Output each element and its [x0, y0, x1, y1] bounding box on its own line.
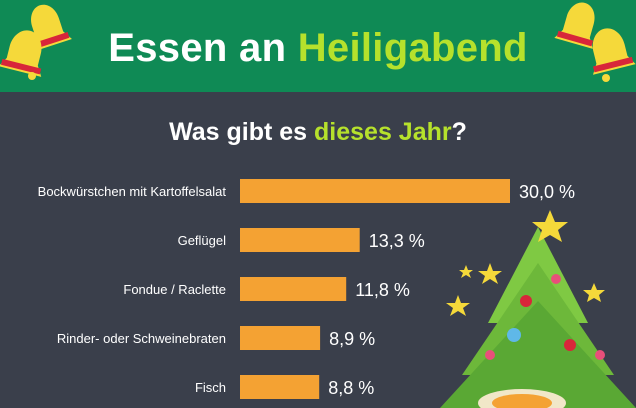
bar — [240, 179, 510, 203]
title-part-2: Heiligabend — [297, 26, 528, 70]
category-label: Rinder- oder Schweinebraten — [57, 331, 226, 346]
title-part-1: Essen an — [108, 26, 287, 70]
bell-icon — [0, 30, 42, 77]
category-label: Bockwürstchen mit Kartoffelsalat — [38, 184, 227, 199]
bar — [240, 375, 320, 399]
ornament-icon — [595, 350, 605, 360]
star-icon — [446, 295, 470, 316]
bell-icon — [554, 2, 595, 49]
bells-left-icon — [0, 4, 72, 80]
bar — [240, 277, 347, 301]
subtitle-part-3: ? — [451, 118, 467, 146]
value-label: 8,8 % — [328, 378, 374, 398]
category-label: Fondue / Raclette — [123, 282, 226, 297]
bell-clapper-icon — [602, 74, 610, 82]
ornament-icon — [564, 339, 576, 351]
header-banner: Essen an Heiligabend — [0, 0, 636, 92]
bell-icon — [31, 4, 72, 52]
star-icon — [459, 265, 473, 278]
category-label: Fisch — [195, 380, 226, 395]
ornament-icon — [507, 328, 521, 342]
bar — [240, 326, 321, 350]
tree-tier-icon — [440, 301, 636, 408]
value-label: 13,3 % — [369, 231, 425, 251]
bell-clapper-icon — [28, 72, 36, 80]
bells-right-icon — [554, 2, 636, 82]
ornament-icon — [485, 350, 495, 360]
food-icon — [492, 394, 552, 408]
ornament-icon — [551, 274, 561, 284]
value-label: 8,9 % — [329, 329, 375, 349]
star-icon — [478, 263, 502, 284]
bar — [240, 228, 360, 252]
christmas-tree-icon — [440, 210, 636, 408]
bar-chart: Bockwürstchen mit Kartoffelsalat 30,0 % Ge… — [38, 179, 575, 399]
subtitle-part-2: dieses Jahr — [314, 118, 452, 146]
ornament-icon — [520, 295, 532, 307]
page-title: Essen an Heiligabend — [0, 26, 636, 71]
value-label: 30,0 % — [519, 182, 575, 202]
subtitle-part-1: Was gibt es — [169, 118, 308, 146]
category-label: Geflügel — [178, 233, 227, 248]
value-label: 11,8 % — [355, 280, 410, 300]
star-icon — [532, 210, 568, 242]
bell-icon — [592, 28, 636, 75]
star-icon — [583, 283, 605, 302]
chart-subtitle: Was gibt es dieses Jahr? — [0, 118, 636, 147]
